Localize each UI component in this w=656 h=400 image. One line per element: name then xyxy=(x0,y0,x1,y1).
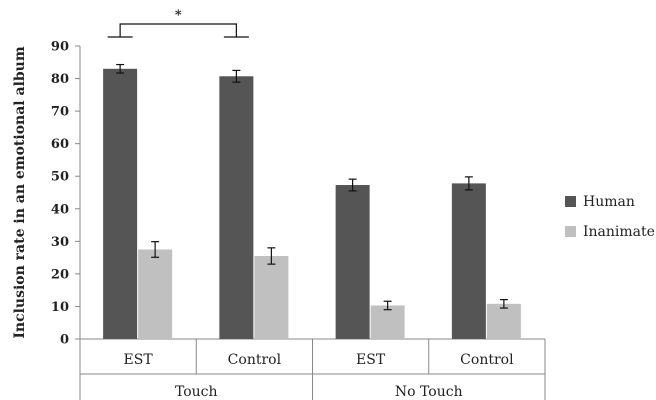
y-tick-label: 80 xyxy=(51,72,69,87)
bar-inanimate xyxy=(254,255,289,339)
bar-human xyxy=(103,68,138,340)
bar-inanimate xyxy=(486,303,521,339)
bar-inanimate xyxy=(370,305,405,339)
legend-swatch-human xyxy=(565,196,576,207)
bar-human xyxy=(451,183,486,339)
y-tick-label: 70 xyxy=(51,105,69,120)
x-category-label: Control xyxy=(228,352,282,368)
y-tick-label: 50 xyxy=(51,170,69,185)
x-category-label: EST xyxy=(356,352,386,368)
y-tick-label: 40 xyxy=(51,202,69,217)
y-tick-label: 60 xyxy=(51,137,69,152)
bar-human xyxy=(219,76,254,339)
y-tick-label: 90 xyxy=(51,40,69,55)
significance-marker: * xyxy=(175,8,182,23)
y-tick-label: 30 xyxy=(51,235,69,250)
y-tick-label: 0 xyxy=(60,333,69,348)
x-group-label: Touch xyxy=(175,384,218,400)
y-axis-title: Inclusion rate in an emotional album xyxy=(12,46,28,339)
legend-swatch-inanimate xyxy=(565,226,576,237)
legend-label-human: Human xyxy=(583,194,635,210)
legend-label-inanimate: Inanimate xyxy=(583,224,655,240)
x-category-label: Control xyxy=(460,352,514,368)
x-group-label: No Touch xyxy=(395,384,463,400)
y-tick-label: 20 xyxy=(51,267,69,282)
x-category-label: EST xyxy=(124,352,154,368)
y-tick-label: 10 xyxy=(51,300,69,315)
bar-human xyxy=(335,185,370,339)
bar-inanimate xyxy=(138,249,173,339)
significance-bracket xyxy=(107,23,249,38)
